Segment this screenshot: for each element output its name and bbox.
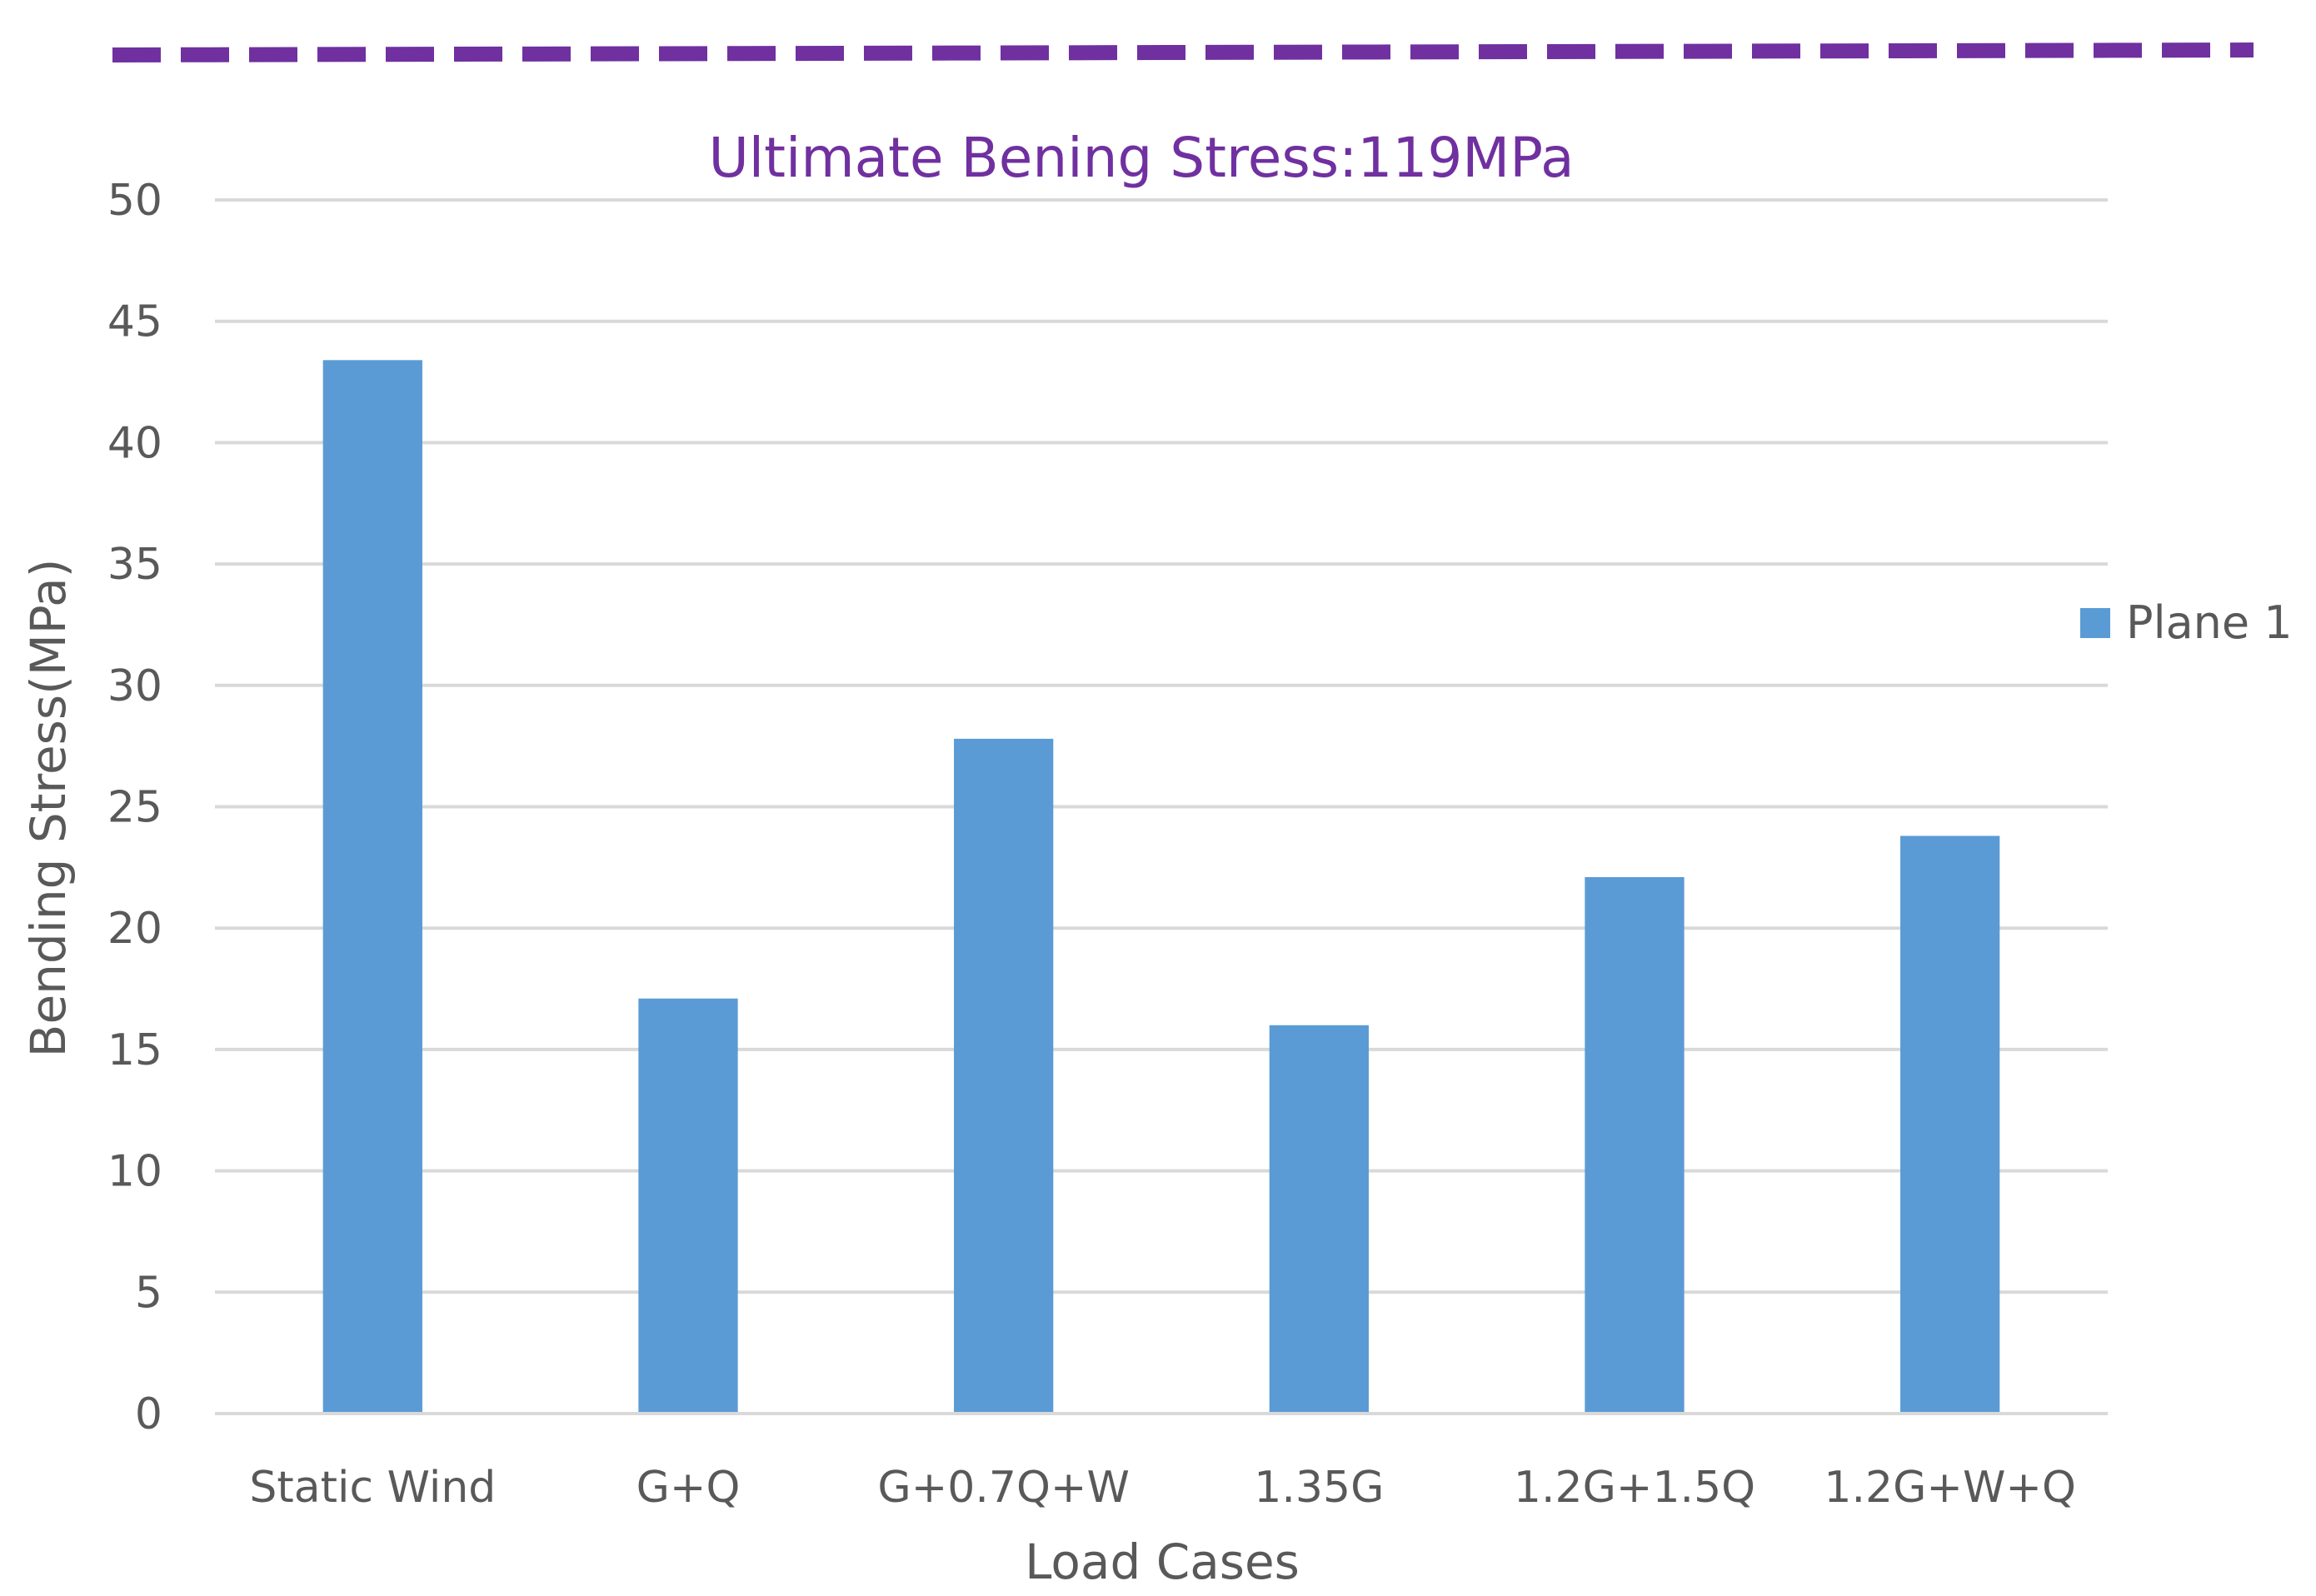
y-tick-label-10: 10 — [107, 1147, 162, 1197]
x-tick-label-4: 1.35G — [1254, 1463, 1384, 1513]
bar-2 — [638, 998, 738, 1414]
bar-1 — [322, 360, 422, 1414]
x-axis-title: Load Cases — [1025, 1534, 1300, 1590]
y-tick-label-25: 25 — [107, 783, 162, 833]
y-tick-label-5: 5 — [135, 1268, 162, 1318]
x-axis-tick-labels: Static Wind G+Q G+0.7Q+W 1.35G 1.2G+1.5Q 1.2G… — [249, 1463, 2076, 1513]
gridlines — [215, 198, 2108, 1415]
y-tick-label-0: 0 — [135, 1389, 162, 1439]
legend: Plane 1 — [2080, 596, 2293, 649]
x-tick-label-5: 1.2G+1.5Q — [1514, 1463, 1755, 1513]
bar-4 — [1269, 1025, 1369, 1414]
y-axis-tick-labels: 0 5 10 15 20 25 30 35 40 45 50 — [107, 176, 162, 1439]
y-tick-label-15: 15 — [107, 1025, 162, 1075]
y-tick-label-35: 35 — [107, 540, 162, 590]
bar-5 — [1585, 877, 1685, 1414]
x-tick-label-2: G+Q — [636, 1463, 741, 1513]
legend-label-plane-1: Plane 1 — [2126, 596, 2293, 649]
ultimate-stress-reference-line — [112, 42, 2254, 62]
y-tick-label-45: 45 — [107, 297, 162, 347]
x-tick-label-1: Static Wind — [249, 1463, 496, 1513]
ultimate-stress-annotation: Ultimate Bening Stress:119MPa — [708, 126, 1574, 190]
y-tick-label-20: 20 — [107, 904, 162, 954]
bar-6 — [1900, 835, 2000, 1414]
y-tick-label-40: 40 — [107, 418, 162, 468]
bars — [215, 360, 2108, 1415]
legend-swatch-plane-1 — [2080, 608, 2110, 638]
y-tick-label-50: 50 — [107, 176, 162, 226]
x-tick-label-6: 1.2G+W+Q — [1824, 1463, 2075, 1513]
y-tick-label-30: 30 — [107, 661, 162, 711]
x-tick-label-3: G+0.7Q+W — [877, 1463, 1129, 1513]
y-axis-title: Bending Stress(MPa) — [20, 559, 77, 1058]
bar-3 — [954, 738, 1054, 1414]
